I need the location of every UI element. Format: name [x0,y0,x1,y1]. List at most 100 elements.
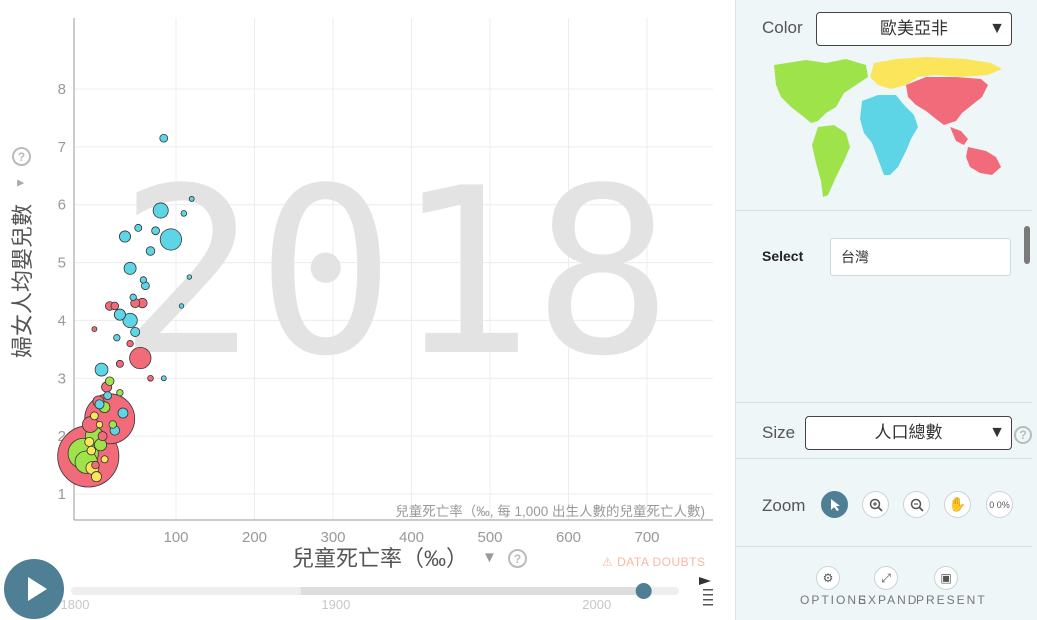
y-tick-label: 4 [58,312,66,329]
data-doubts-link[interactable]: ⚠ DATA DOUBTS [602,555,706,569]
bubble-africa[interactable] [159,133,169,143]
bubble-chart[interactable]: 2018 100 200 300 400 500 600 700 1 2 3 4 5 6 7 8 兒童死亡率… [0,0,735,620]
present-label[interactable]: PRESENT [916,593,987,607]
play-button[interactable] [4,559,64,619]
x-axis-dropdown-icon[interactable]: ▼ [482,549,497,566]
y-axis-dropdown-icon[interactable]: ▼ [12,177,27,189]
bubble-africa[interactable] [119,230,131,243]
bubble-asia[interactable] [115,359,124,368]
bubble-africa[interactable] [103,391,113,400]
bubble-africa[interactable] [122,312,138,329]
map-region-europe[interactable] [870,57,1002,89]
x-tick-label: 200 [242,529,267,546]
bubble-europe[interactable] [90,411,99,421]
bubble-europe[interactable] [90,471,102,483]
cursor-tool-button[interactable] [821,491,848,518]
expand-button[interactable]: ⤢ [874,566,898,590]
color-label: Color [762,18,803,37]
bubble-africa[interactable] [134,223,143,232]
bubble-africa[interactable] [129,293,137,301]
zoom-percent-value: 0 0% [989,499,1010,510]
bubble-africa[interactable] [151,226,160,236]
bubble-africa[interactable] [180,210,188,217]
zoom-label: Zoom [762,496,806,515]
x-axis-label[interactable]: 兒童死亡率（‰） [292,546,468,571]
zoom-in-button[interactable] [862,491,889,518]
bubble-africa[interactable] [145,246,156,256]
bubble-asia[interactable] [97,431,108,442]
bubble-europe[interactable] [84,436,95,447]
y-axis-help-icon[interactable]: ? [12,147,31,166]
bubble-europe[interactable] [95,420,104,429]
gear-icon: ⚙ [822,571,834,585]
bubble-africa[interactable] [94,399,105,410]
bubble-africa[interactable] [123,261,137,275]
color-select[interactable]: 歐美亞非 ▼ [816,12,1012,46]
bubble-asia[interactable] [91,460,100,470]
bubble-africa[interactable] [159,228,182,251]
select-label: Select [762,248,804,264]
expand-icon: ⤢ [881,570,891,585]
size-help-icon[interactable]: ? [1014,426,1032,444]
bubbles[interactable] [57,133,195,488]
expand-label[interactable]: EXPAND [858,593,919,607]
axes: 100 200 300 400 500 600 700 1 2 3 4 5 6 7 8 [58,18,713,546]
bubble-europe[interactable] [100,455,109,464]
y-axis-label[interactable]: 婦女人均嬰兒數 [10,204,35,358]
bubble-americas[interactable] [104,376,115,386]
bubble-africa[interactable] [130,327,141,337]
timeline-year-label: 1900 [321,597,350,612]
bubble-americas[interactable] [108,420,117,429]
y-tick-label: 3 [58,370,66,387]
size-label: Size [762,423,796,442]
color-select-value: 歐美亞非 [880,19,948,38]
x-tick-label: 400 [399,529,424,546]
grid-lines [74,18,713,520]
bubble-africa[interactable] [139,276,147,284]
x-axis-help-icon[interactable]: ? [508,549,527,568]
options-label[interactable]: OPTIONS [800,593,869,607]
bubble-americas[interactable] [116,389,124,397]
y-tick-label: 6 [58,197,66,214]
zoom-in-icon [869,498,883,512]
panel-scrollbar[interactable] [1024,226,1030,264]
country-search-input[interactable]: 台灣 [830,238,1011,276]
bubble-africa[interactable] [160,375,167,382]
bubble-asia[interactable] [110,301,120,311]
play-icon [28,577,47,601]
map-region-americas[interactable] [774,59,868,197]
bubble-asia[interactable] [147,375,154,382]
bubble-europe[interactable] [86,445,97,456]
bubble-africa[interactable] [94,362,109,377]
pan-hand-button[interactable]: ✋ [944,491,971,518]
present-button[interactable]: ▣ [934,566,958,590]
timeline-year-label: 2000 [582,597,611,612]
speed-menu-icon[interactable] [698,575,714,609]
x-tick-label: 100 [163,529,188,546]
bubble-asia[interactable] [126,339,134,348]
size-select[interactable]: 人口總數 ▼ [805,416,1012,450]
present-icon: ▣ [940,571,952,585]
x-axis-note: 兒童死亡率（‰, 每 1,000 出生人數的兒童死亡人數) [395,503,705,519]
bubble-africa[interactable] [117,407,129,419]
map-region-asia[interactable] [906,77,1001,175]
bubble-asia[interactable] [129,346,152,370]
bubble-africa[interactable] [188,196,195,202]
bubble-africa[interactable] [113,308,126,321]
options-button[interactable]: ⚙ [816,566,840,590]
map-region-africa[interactable] [860,95,918,175]
world-map-region-picker[interactable] [766,55,1006,203]
x-tick-label: 600 [556,529,581,546]
warning-icon: ⚠ [602,555,618,569]
timeline-handle[interactable] [635,583,652,599]
zoom-percent-button[interactable]: 0 0% [986,491,1013,518]
bubble-africa[interactable] [113,334,121,342]
cursor-icon [830,498,840,511]
chevron-down-icon: ▼ [989,424,1005,441]
zoom-out-button[interactable] [903,491,930,518]
zoom-out-icon [910,498,924,512]
bubble-africa[interactable] [186,274,193,280]
bubble-asia[interactable] [91,326,98,333]
bubble-africa[interactable] [152,202,169,219]
bubble-africa[interactable] [178,303,185,309]
